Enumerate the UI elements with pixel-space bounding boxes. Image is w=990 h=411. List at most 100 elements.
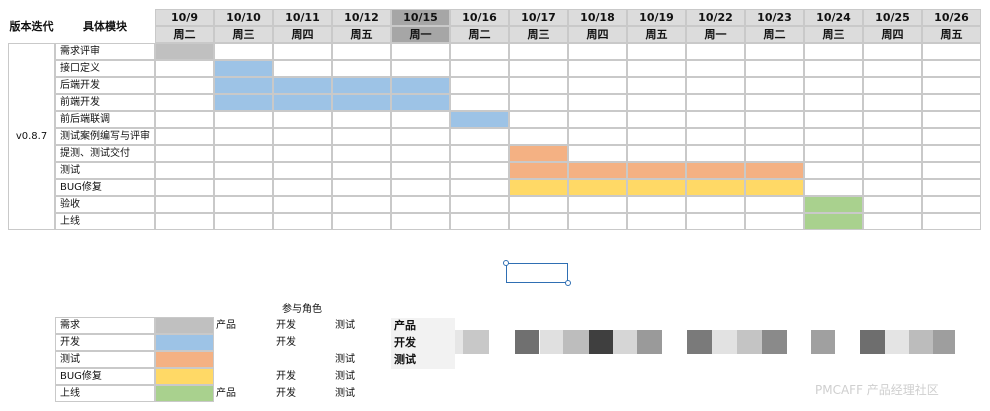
task-name-cell[interactable]: 后端开发 bbox=[55, 77, 155, 94]
schedule-cell[interactable] bbox=[745, 213, 804, 230]
schedule-cell[interactable] bbox=[155, 94, 214, 111]
schedule-cell[interactable] bbox=[332, 128, 391, 145]
schedule-bar-cell[interactable] bbox=[745, 162, 804, 179]
schedule-bar-cell[interactable] bbox=[568, 179, 627, 196]
schedule-cell[interactable] bbox=[509, 196, 568, 213]
schedule-cell[interactable] bbox=[922, 128, 981, 145]
schedule-cell[interactable] bbox=[273, 60, 332, 77]
schedule-cell[interactable] bbox=[922, 43, 981, 60]
schedule-cell[interactable] bbox=[450, 94, 509, 111]
schedule-cell[interactable] bbox=[922, 77, 981, 94]
schedule-cell[interactable] bbox=[155, 77, 214, 94]
schedule-cell[interactable] bbox=[391, 145, 450, 162]
schedule-cell[interactable] bbox=[745, 145, 804, 162]
schedule-cell[interactable] bbox=[332, 196, 391, 213]
schedule-cell[interactable] bbox=[509, 213, 568, 230]
schedule-cell[interactable] bbox=[568, 94, 627, 111]
schedule-cell[interactable] bbox=[686, 43, 745, 60]
schedule-cell[interactable] bbox=[804, 162, 863, 179]
schedule-cell[interactable] bbox=[450, 77, 509, 94]
weekday-header[interactable]: 周四 bbox=[273, 26, 332, 43]
schedule-cell[interactable] bbox=[155, 111, 214, 128]
date-header[interactable]: 10/11 bbox=[273, 9, 332, 26]
schedule-cell[interactable] bbox=[214, 196, 273, 213]
schedule-cell[interactable] bbox=[450, 128, 509, 145]
date-header[interactable]: 10/16 bbox=[450, 9, 509, 26]
schedule-cell[interactable] bbox=[745, 94, 804, 111]
schedule-cell[interactable] bbox=[627, 60, 686, 77]
schedule-cell[interactable] bbox=[863, 60, 922, 77]
schedule-bar-cell[interactable] bbox=[155, 43, 214, 60]
schedule-cell[interactable] bbox=[568, 77, 627, 94]
weekday-header[interactable]: 周二 bbox=[155, 26, 214, 43]
schedule-cell[interactable] bbox=[804, 179, 863, 196]
schedule-cell[interactable] bbox=[863, 111, 922, 128]
date-header[interactable]: 10/15 bbox=[391, 9, 450, 26]
schedule-bar-cell[interactable] bbox=[332, 77, 391, 94]
weekday-header[interactable]: 周三 bbox=[804, 26, 863, 43]
schedule-cell[interactable] bbox=[863, 162, 922, 179]
weekday-header[interactable]: 周二 bbox=[450, 26, 509, 43]
schedule-bar-cell[interactable] bbox=[450, 111, 509, 128]
schedule-cell[interactable] bbox=[922, 60, 981, 77]
schedule-cell[interactable] bbox=[214, 162, 273, 179]
schedule-cell[interactable] bbox=[627, 77, 686, 94]
schedule-cell[interactable] bbox=[804, 128, 863, 145]
schedule-cell[interactable] bbox=[627, 128, 686, 145]
schedule-cell[interactable] bbox=[391, 179, 450, 196]
weekday-header[interactable]: 周三 bbox=[509, 26, 568, 43]
schedule-cell[interactable] bbox=[863, 128, 922, 145]
schedule-cell[interactable] bbox=[863, 43, 922, 60]
date-header[interactable]: 10/12 bbox=[332, 9, 391, 26]
schedule-cell[interactable] bbox=[214, 128, 273, 145]
schedule-cell[interactable] bbox=[332, 213, 391, 230]
schedule-cell[interactable] bbox=[568, 60, 627, 77]
schedule-cell[interactable] bbox=[863, 196, 922, 213]
schedule-cell[interactable] bbox=[863, 145, 922, 162]
task-name-cell[interactable]: 提测、测试交付 bbox=[55, 145, 155, 162]
schedule-cell[interactable] bbox=[509, 60, 568, 77]
schedule-cell[interactable] bbox=[273, 213, 332, 230]
schedule-cell[interactable] bbox=[214, 111, 273, 128]
date-header[interactable]: 10/17 bbox=[509, 9, 568, 26]
schedule-cell[interactable] bbox=[804, 43, 863, 60]
schedule-cell[interactable] bbox=[391, 60, 450, 77]
task-name-cell[interactable]: BUG修复 bbox=[55, 179, 155, 196]
date-header[interactable]: 10/9 bbox=[155, 9, 214, 26]
schedule-cell[interactable] bbox=[627, 43, 686, 60]
date-header[interactable]: 10/18 bbox=[568, 9, 627, 26]
schedule-cell[interactable] bbox=[391, 111, 450, 128]
schedule-cell[interactable] bbox=[804, 77, 863, 94]
schedule-cell[interactable] bbox=[627, 145, 686, 162]
schedule-cell[interactable] bbox=[922, 94, 981, 111]
schedule-cell[interactable] bbox=[332, 111, 391, 128]
schedule-cell[interactable] bbox=[450, 145, 509, 162]
schedule-cell[interactable] bbox=[922, 145, 981, 162]
schedule-cell[interactable] bbox=[804, 60, 863, 77]
schedule-bar-cell[interactable] bbox=[804, 196, 863, 213]
schedule-cell[interactable] bbox=[686, 145, 745, 162]
schedule-cell[interactable] bbox=[509, 43, 568, 60]
task-name-cell[interactable]: 测试 bbox=[55, 162, 155, 179]
schedule-cell[interactable] bbox=[450, 213, 509, 230]
schedule-cell[interactable] bbox=[745, 111, 804, 128]
schedule-cell[interactable] bbox=[273, 145, 332, 162]
schedule-cell[interactable] bbox=[627, 213, 686, 230]
schedule-cell[interactable] bbox=[922, 213, 981, 230]
schedule-bar-cell[interactable] bbox=[745, 179, 804, 196]
schedule-cell[interactable] bbox=[568, 111, 627, 128]
schedule-cell[interactable] bbox=[568, 213, 627, 230]
schedule-cell[interactable] bbox=[273, 111, 332, 128]
schedule-cell[interactable] bbox=[155, 162, 214, 179]
schedule-cell[interactable] bbox=[686, 94, 745, 111]
resize-handle-top-left[interactable] bbox=[503, 260, 509, 266]
schedule-cell[interactable] bbox=[804, 145, 863, 162]
schedule-cell[interactable] bbox=[214, 43, 273, 60]
task-name-cell[interactable]: 测试案例编写与评审 bbox=[55, 128, 155, 145]
date-header[interactable]: 10/22 bbox=[686, 9, 745, 26]
schedule-cell[interactable] bbox=[273, 179, 332, 196]
schedule-cell[interactable] bbox=[745, 77, 804, 94]
weekday-header[interactable]: 周三 bbox=[214, 26, 273, 43]
schedule-cell[interactable] bbox=[922, 196, 981, 213]
schedule-cell[interactable] bbox=[273, 128, 332, 145]
